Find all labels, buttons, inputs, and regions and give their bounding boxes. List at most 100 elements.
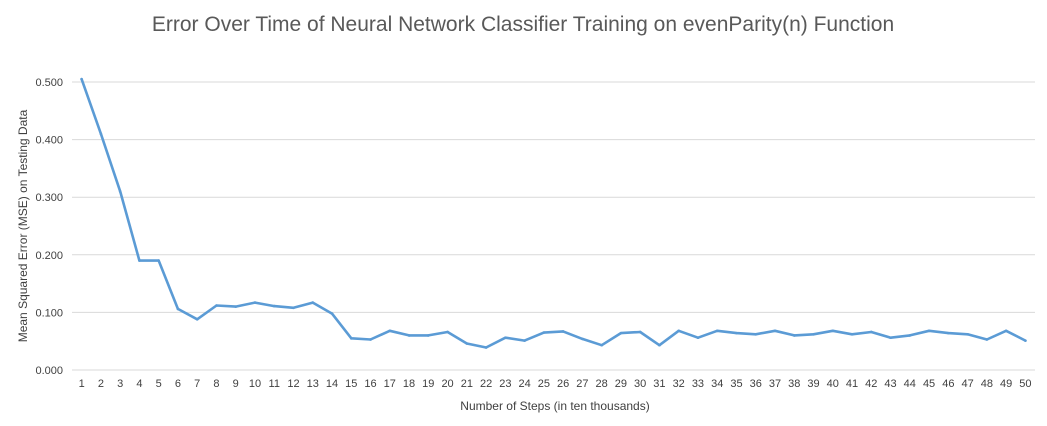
- x-tick-label: 17: [384, 378, 396, 390]
- y-tick-label: 0.100: [35, 307, 63, 319]
- x-tick-label: 22: [480, 378, 492, 390]
- data-point: [600, 343, 603, 347]
- data-point: [869, 330, 873, 334]
- x-tick-label: 32: [673, 378, 685, 390]
- data-point: [947, 331, 950, 335]
- x-tick-label: 39: [807, 378, 819, 390]
- x-tick-label: 48: [981, 378, 993, 390]
- x-tick-label: 24: [518, 378, 530, 390]
- x-tick-label: 33: [692, 378, 704, 390]
- data-point: [966, 332, 969, 336]
- data-point: [388, 329, 392, 333]
- data-point: [215, 304, 218, 307]
- x-tick-label: 44: [904, 378, 916, 390]
- x-tick-label: 29: [615, 378, 627, 390]
- data-point: [696, 336, 700, 340]
- data-point: [407, 334, 411, 337]
- data-point: [504, 336, 507, 340]
- data-point: [253, 301, 257, 304]
- data-point: [427, 334, 430, 337]
- x-tick-label: 4: [136, 378, 142, 390]
- data-point: [138, 259, 141, 262]
- x-tick-label: 14: [326, 378, 338, 390]
- data-point: [195, 318, 199, 321]
- x-tick-label: 50: [1019, 378, 1031, 390]
- data-point: [484, 346, 488, 349]
- x-tick-label: 38: [788, 378, 800, 390]
- x-tick-label: 2: [98, 378, 104, 390]
- x-tick-label: 45: [923, 378, 935, 390]
- x-tick-label: 1: [79, 378, 85, 390]
- x-tick-label: 46: [942, 378, 954, 390]
- x-tick-label: 11: [269, 378, 280, 390]
- x-tick-label: 30: [634, 378, 646, 390]
- data-point: [561, 330, 565, 333]
- x-tick-label: 43: [884, 378, 896, 390]
- data-point: [311, 301, 315, 304]
- series-layer: [80, 77, 1027, 349]
- x-tick-label: 34: [711, 378, 723, 390]
- data-point: [446, 330, 449, 334]
- data-point: [812, 332, 815, 336]
- data-point: [292, 306, 295, 310]
- y-tick-label: 0.300: [35, 192, 63, 204]
- gridlines: [72, 81, 1035, 371]
- x-tick-label: 27: [576, 378, 588, 390]
- x-tick-label: 15: [345, 378, 357, 390]
- data-point: [542, 331, 546, 334]
- data-point: [773, 329, 777, 333]
- x-tick-label: 12: [287, 378, 299, 390]
- data-point: [792, 334, 796, 337]
- data-point: [80, 77, 83, 81]
- chart-title: Error Over Time of Neural Network Classi…: [152, 13, 894, 36]
- data-point: [658, 343, 661, 347]
- x-axis-label: Number of Steps (in ten thousands): [460, 399, 649, 413]
- data-point: [927, 329, 931, 333]
- x-tick-label: 47: [961, 378, 973, 390]
- data-point: [889, 336, 892, 340]
- x-tick-label: 35: [730, 378, 742, 390]
- x-tick-label: 36: [750, 378, 762, 390]
- data-point: [272, 304, 276, 308]
- x-tick-label: 31: [653, 378, 665, 390]
- data-point: [831, 329, 835, 333]
- data-point: [99, 132, 103, 136]
- data-point: [523, 339, 526, 342]
- data-point: [176, 307, 180, 311]
- data-point: [619, 331, 623, 335]
- x-tick-label: 21: [461, 378, 473, 390]
- data-point: [234, 305, 238, 308]
- x-tick-label: 7: [194, 378, 200, 390]
- data-point: [369, 338, 372, 341]
- data-point: [985, 338, 989, 341]
- data-point: [581, 337, 584, 341]
- x-tick-label: 10: [249, 378, 261, 390]
- data-point: [1004, 329, 1008, 333]
- x-tick-label: 6: [175, 378, 181, 390]
- data-point: [638, 330, 642, 334]
- data-point: [118, 190, 122, 193]
- x-tick-label: 19: [422, 378, 434, 390]
- x-tick-label: 5: [156, 378, 162, 390]
- y-tick-label: 0.500: [35, 77, 63, 89]
- y-tick-label: 0.400: [35, 135, 63, 147]
- y-tick-label: 0.200: [35, 250, 63, 262]
- data-point: [715, 329, 719, 333]
- y-tick-label: 0.000: [35, 365, 63, 377]
- x-tick-label: 20: [441, 378, 453, 390]
- x-tick-label: 9: [233, 378, 239, 390]
- data-point: [908, 334, 912, 337]
- data-point: [1024, 339, 1027, 342]
- data-point: [850, 332, 854, 336]
- data-point: [157, 259, 160, 262]
- x-tick-label: 3: [117, 378, 123, 390]
- data-point: [754, 332, 758, 336]
- y-axis-ticks: 0.000 0.100 0.200 0.300 0.400 0.500: [35, 77, 63, 377]
- x-tick-label: 18: [403, 378, 415, 390]
- x-tick-label: 40: [827, 378, 839, 390]
- x-tick-label: 37: [769, 378, 781, 390]
- data-point: [677, 329, 680, 333]
- x-tick-label: 8: [213, 378, 219, 390]
- series-line: [80, 77, 1027, 349]
